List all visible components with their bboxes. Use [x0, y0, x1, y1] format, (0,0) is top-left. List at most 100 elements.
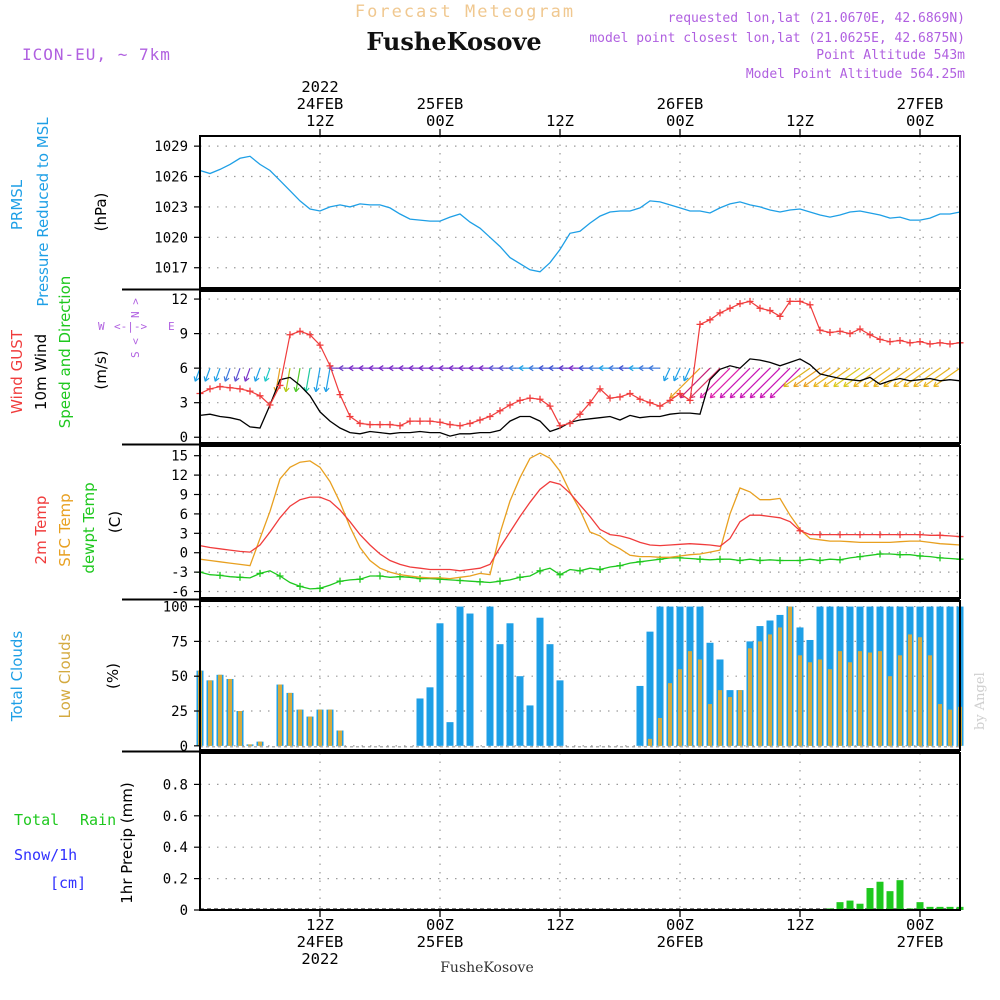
wind-barb-head — [783, 381, 789, 388]
wind-gust-marker — [486, 413, 494, 421]
low-cloud-bar — [318, 709, 322, 746]
low-cloud-bar — [698, 659, 702, 746]
closest-coords: model point closest lon,lat (21.0625E, 4… — [589, 31, 965, 46]
wind-gust-marker — [416, 417, 424, 425]
wind-barb-head — [588, 365, 594, 372]
time-label: 2022 — [301, 78, 338, 96]
low-cloud-bar — [908, 634, 912, 746]
wind-gust-marker — [466, 419, 474, 427]
time-label: 12Z — [786, 916, 814, 934]
low-cloud-bar — [678, 669, 682, 746]
dewpoint-marker — [476, 578, 484, 586]
wind-gust-marker — [426, 417, 434, 425]
y-tick-label: 1029 — [154, 139, 188, 155]
wind-barb — [759, 367, 791, 399]
rain-bar — [896, 880, 904, 910]
wind-barb-head — [608, 365, 614, 372]
dewpoint-marker — [596, 566, 604, 574]
low-cloud-bar — [808, 662, 812, 746]
y-tick-label: 0.8 — [163, 777, 188, 793]
wind-barb — [204, 367, 211, 382]
wind-gust-marker — [676, 389, 684, 397]
t2m-marker — [836, 531, 844, 539]
y-tick-label: 0.2 — [163, 872, 188, 888]
wind-barb — [214, 367, 221, 382]
wind-barb — [853, 367, 881, 387]
time-label: 00Z — [906, 916, 934, 934]
pressure-label: PRMSL — [8, 179, 26, 230]
wind-gust-marker — [536, 395, 544, 403]
wind-gust-marker — [616, 393, 624, 401]
wind-unit: (m/s) — [92, 350, 110, 389]
wind-barb — [295, 368, 301, 392]
wind-barb-head — [408, 365, 414, 372]
wind-barb — [803, 367, 831, 387]
low-cloud-bar — [778, 627, 782, 746]
wind-gust-marker — [366, 421, 374, 429]
wind-gust-marker — [286, 331, 294, 339]
wind-barb-head — [488, 365, 494, 372]
wind-gust-marker — [576, 410, 584, 418]
t2m-marker — [856, 531, 864, 539]
low-cloud-bar — [858, 651, 862, 746]
total-cloud-bar — [496, 644, 504, 746]
dewpoint-marker — [376, 572, 384, 580]
wind-barb-head — [358, 365, 364, 372]
wind-barb-head — [468, 365, 474, 372]
dewpoint-marker — [856, 553, 864, 561]
model-altitude: Model Point Altitude 564.25m — [746, 67, 965, 82]
y-tick-label: 50 — [171, 669, 188, 685]
wind-barb — [719, 367, 751, 399]
wind-gust-marker — [776, 312, 784, 320]
wind-barb — [663, 367, 671, 382]
low-cloud-bar — [668, 683, 672, 746]
wind-barb-head — [598, 365, 604, 372]
low-cloud-bar — [708, 704, 712, 746]
wind-barb-head — [223, 376, 230, 382]
time-label: 00Z — [666, 112, 694, 130]
y-tick-label: 0.6 — [163, 809, 188, 825]
dewpoint-marker — [516, 573, 524, 581]
total-cloud-bar — [666, 606, 674, 746]
dewpoint-marker — [876, 550, 884, 558]
low-cloud-bar — [798, 655, 802, 746]
y-tick-label: 0 — [180, 546, 188, 562]
wind-barb — [683, 367, 691, 382]
wind-barb-head — [203, 376, 210, 382]
y-tick-label: -6 — [171, 585, 188, 601]
wind-gust-marker — [316, 341, 324, 349]
wind-gust-marker — [356, 419, 364, 427]
wind-gust-marker — [396, 422, 404, 430]
panel-frame — [199, 135, 961, 289]
wind-barb-head — [719, 392, 726, 399]
rain-bar — [876, 881, 884, 910]
wind-barb — [729, 367, 761, 399]
total-cloud-bar — [466, 613, 474, 746]
precip-snow-unit: [cm] — [50, 874, 86, 892]
wind-gust-marker — [216, 383, 224, 391]
rain-bar — [936, 906, 944, 910]
low-cloud-bar — [688, 651, 692, 746]
dewpoint-marker — [336, 577, 344, 585]
low-cloud-bar — [848, 662, 852, 746]
time-label: 25FEB — [417, 95, 464, 113]
time-label: 12Z — [306, 916, 334, 934]
wind-gust-marker — [436, 418, 444, 426]
low-cloud-bar — [208, 680, 212, 746]
wind-gust-marker — [336, 391, 344, 399]
wind-direction-label: Speed and Direction — [56, 276, 74, 429]
compass-s: S < — [129, 338, 142, 358]
wind-barb-head — [893, 381, 899, 388]
wind-gust-marker — [836, 327, 844, 335]
wind-barb — [689, 367, 721, 399]
t2m-marker — [936, 531, 944, 539]
wind-barb-head — [672, 375, 679, 382]
low-cloud-bar — [938, 704, 942, 746]
wind-gust-marker — [696, 320, 704, 328]
wind-barb-head — [378, 365, 384, 372]
wind-label: 10m Wind — [32, 334, 50, 410]
wind-barb-head — [548, 365, 554, 372]
dewpoint-marker — [736, 556, 744, 564]
wind-gust-marker — [246, 387, 254, 395]
dewpoint-marker — [496, 577, 504, 585]
